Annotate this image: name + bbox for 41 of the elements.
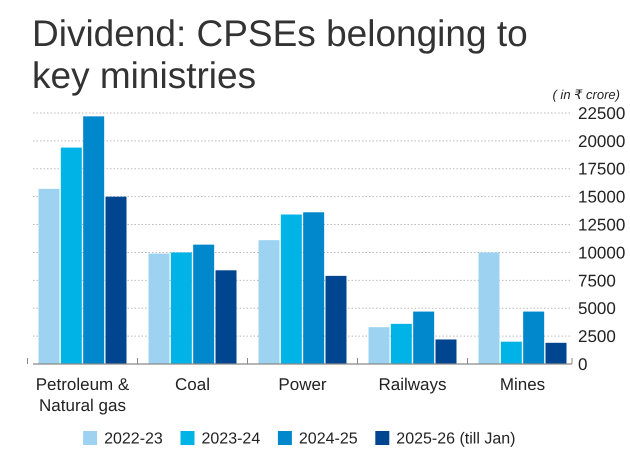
bar	[193, 244, 214, 364]
legend-label: 2025-26 (till Jan)	[396, 430, 516, 448]
bar	[83, 116, 104, 364]
bar	[258, 240, 280, 364]
bar	[390, 324, 412, 364]
bar	[216, 270, 236, 364]
x-tick-label: Mines	[500, 375, 546, 394]
y-tick-label: 17500	[578, 160, 626, 179]
bar	[478, 252, 500, 364]
bar	[500, 342, 522, 364]
y-tick-label: 10000	[578, 243, 626, 262]
y-tick-label: 5000	[578, 299, 616, 318]
bar	[436, 339, 456, 364]
legend-label: 2024-25	[298, 430, 358, 448]
legend-label: 2023-24	[202, 430, 260, 448]
y-tick-label: 0	[578, 354, 588, 374]
bar	[38, 188, 60, 364]
chart-title: Dividend: CPSEs belonging to key ministries	[32, 13, 528, 96]
x-tick-label: Railways	[378, 375, 447, 394]
y-tick-label: 22500	[578, 104, 626, 123]
y-tick-label: 7500	[578, 271, 616, 290]
y-tick-label: 15000	[578, 188, 626, 207]
bar	[326, 276, 346, 364]
bar	[523, 312, 544, 364]
bar	[546, 342, 566, 364]
bar	[303, 212, 324, 364]
legend-label: 2022-23	[104, 430, 163, 448]
y-tick-label: 2500	[578, 327, 616, 346]
x-tick-label: Power	[278, 375, 327, 394]
bar	[368, 327, 390, 364]
bar	[170, 252, 192, 364]
bar	[106, 196, 126, 364]
bar	[148, 254, 170, 364]
y-axis-title: ( in ₹ crore)	[552, 87, 620, 102]
bar	[280, 214, 302, 364]
x-tick-label: Petroleum & Natural gas	[36, 375, 130, 415]
y-tick-label: 20000	[578, 132, 626, 151]
bar	[60, 148, 82, 364]
x-tick-label: Coal	[175, 375, 210, 394]
bar	[413, 312, 434, 364]
y-tick-label: 12500	[578, 216, 626, 235]
